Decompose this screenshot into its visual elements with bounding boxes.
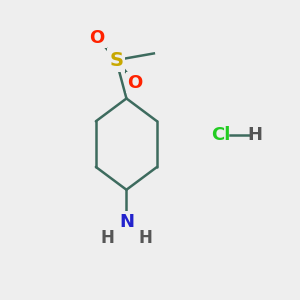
- Text: O: O: [128, 74, 143, 92]
- Text: H: H: [247, 126, 262, 144]
- Text: N: N: [119, 213, 134, 231]
- Text: O: O: [90, 28, 105, 46]
- Text: H: H: [100, 229, 114, 247]
- Text: Cl: Cl: [211, 126, 230, 144]
- Text: H: H: [139, 229, 152, 247]
- Text: S: S: [109, 51, 123, 70]
